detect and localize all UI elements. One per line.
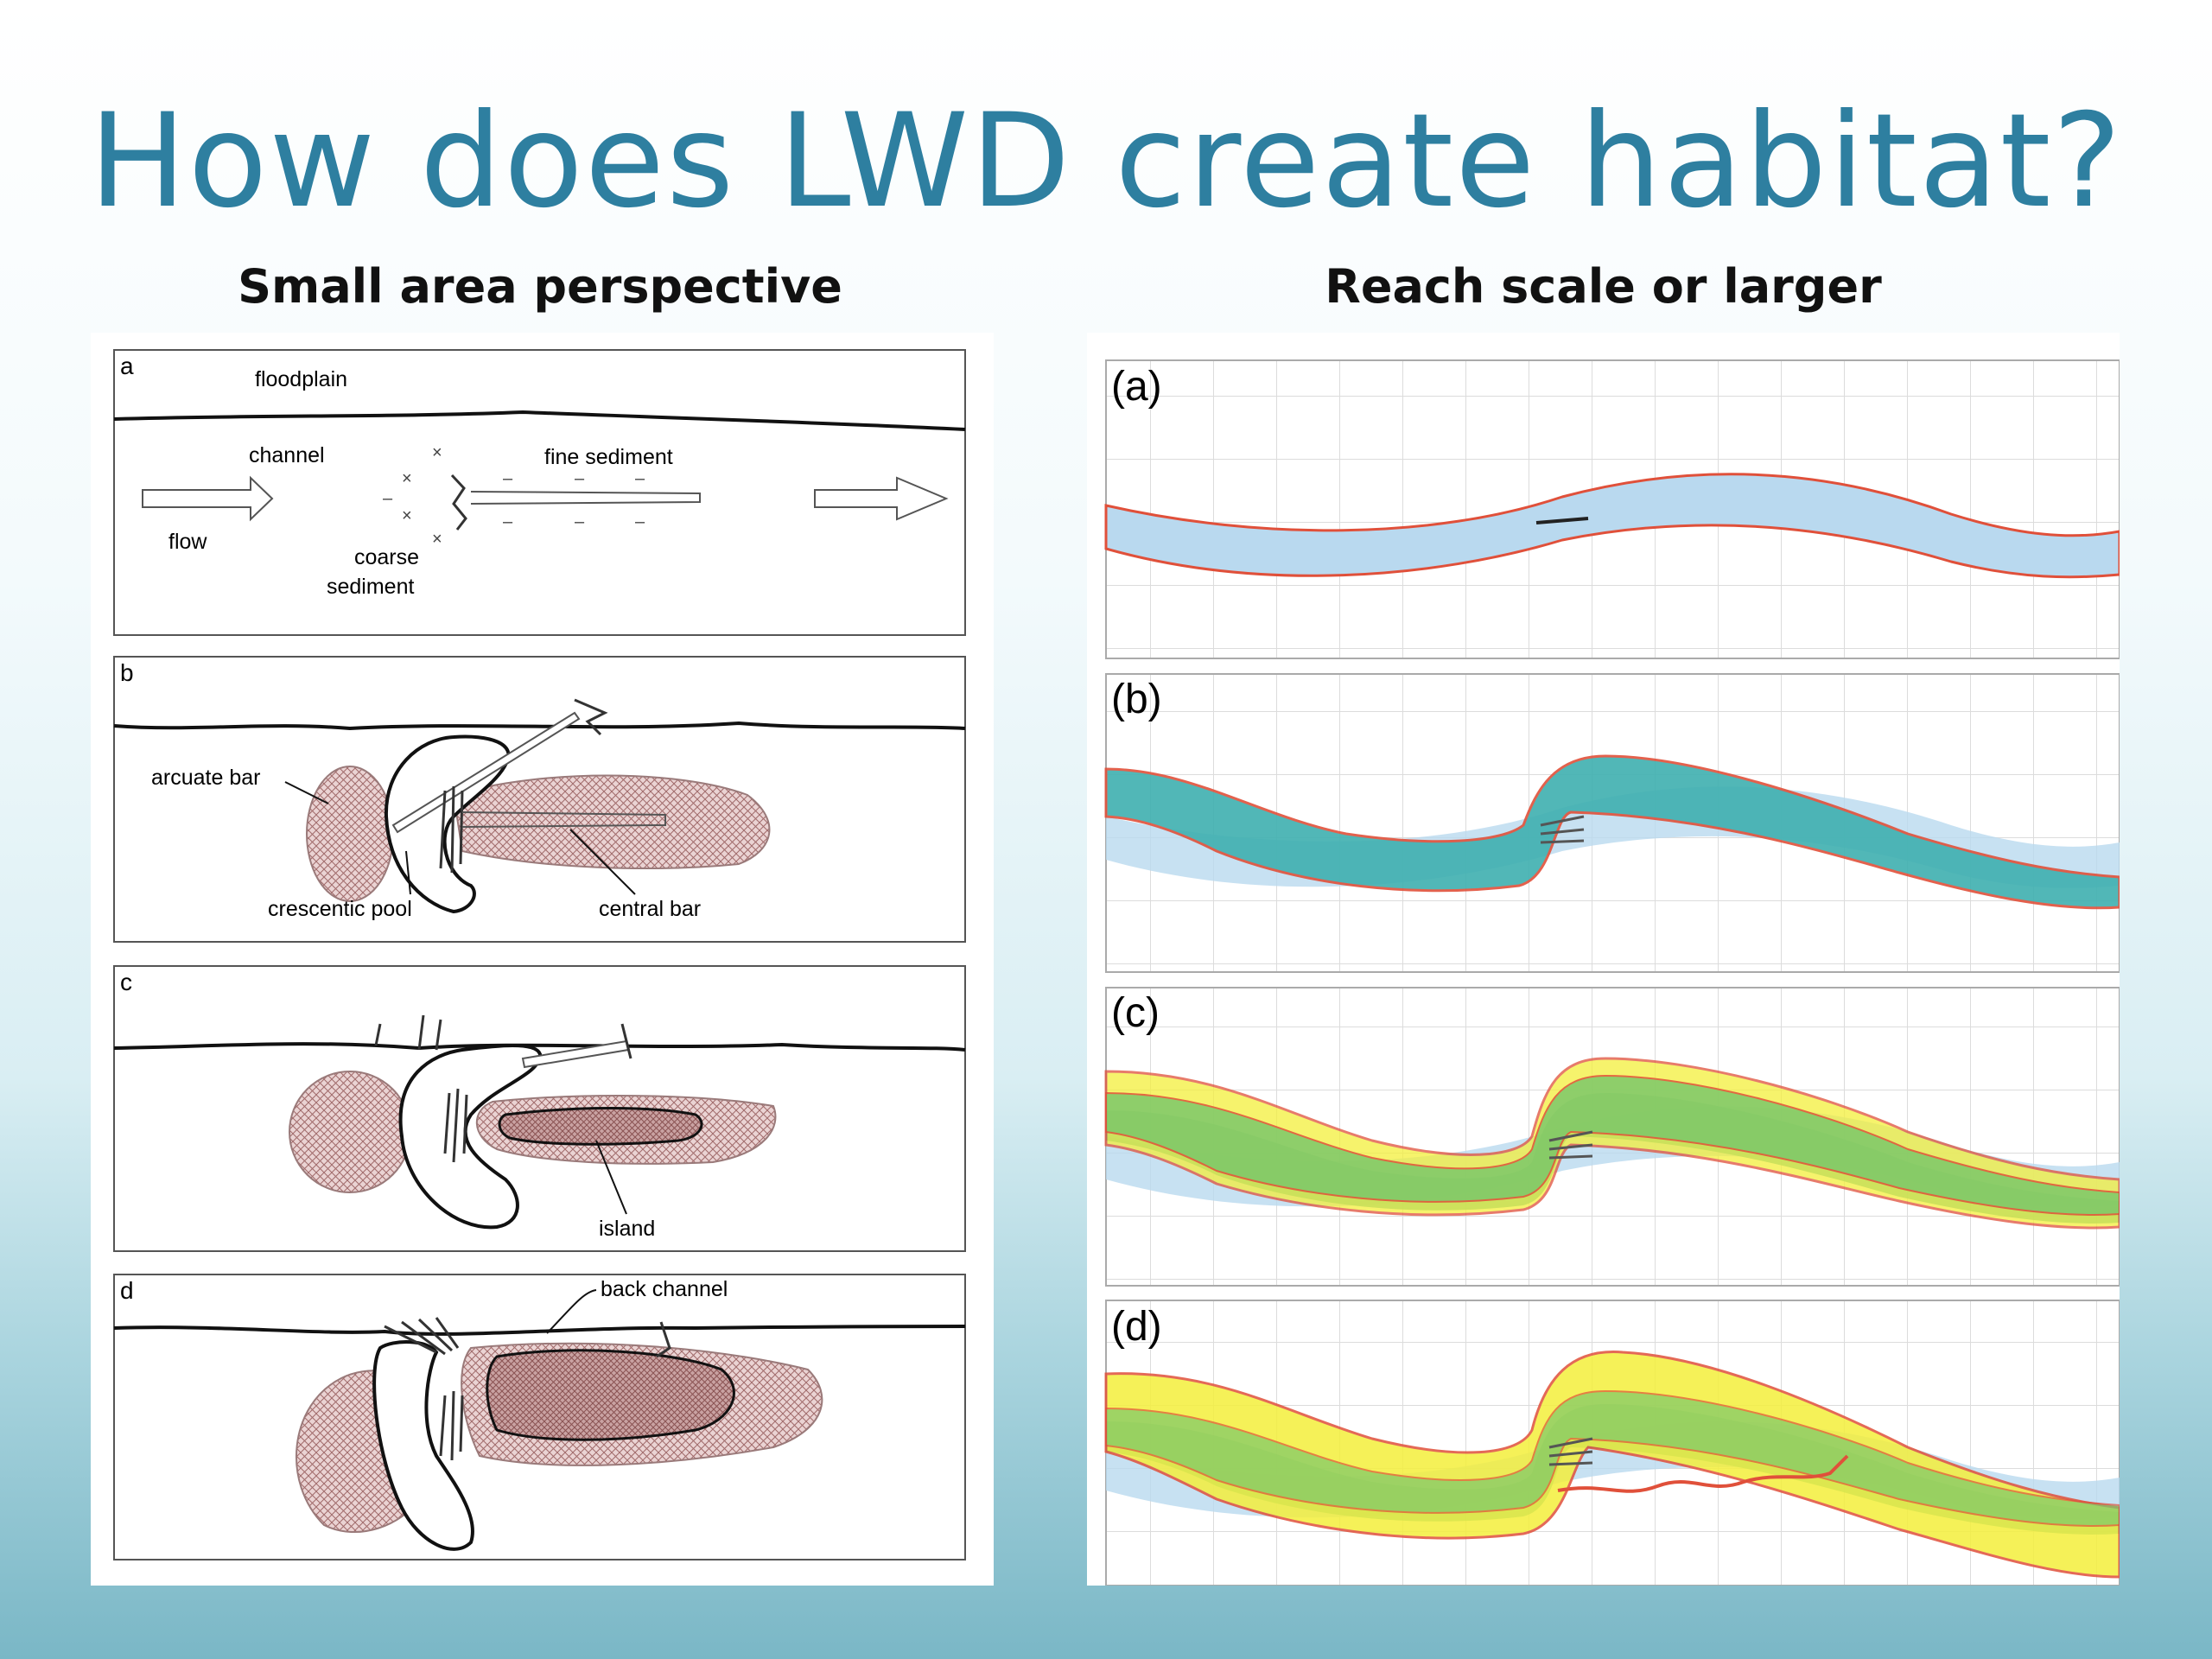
bank-c [113, 1042, 966, 1052]
reach-panel-b: (b) [1104, 673, 2121, 973]
panel-a: a floodplain channel fine sediment flow … [113, 349, 966, 636]
svg-text:–: – [635, 512, 645, 531]
reach-panel-d-letter: (d) [1111, 1304, 1162, 1350]
log-a [470, 491, 701, 505]
svg-text:–: – [383, 489, 393, 508]
svg-text:×: × [432, 443, 442, 462]
small-area-figure: a floodplain channel fine sediment flow … [91, 333, 994, 1586]
floodplain-bank [113, 410, 966, 431]
left-heading: Small area perspective [238, 259, 842, 314]
crescentic-pool-label: crescentic pool [268, 897, 412, 921]
island-shape [498, 1107, 703, 1146]
panel-c: c island [113, 965, 966, 1252]
reach-panel-a: (a) [1104, 359, 2121, 659]
sediment-label: sediment [327, 575, 414, 599]
panel-d-letter: d [120, 1277, 134, 1304]
fine-sediment-label: fine sediment [544, 445, 673, 469]
right-heading: Reach scale or larger [1325, 259, 1882, 314]
svg-text:–: – [635, 469, 645, 488]
rootwad-b [574, 698, 608, 736]
slide-title: How does LWD create habitat? [88, 86, 2124, 237]
panel-b: b arcuate bar crescentic pool central ba… [113, 656, 966, 943]
bank-d [113, 1325, 966, 1336]
svg-text:×: × [402, 469, 412, 488]
reach-panel-b-letter: (b) [1111, 677, 1162, 722]
svg-text:–: – [575, 469, 585, 488]
flow-arrow-left [142, 475, 274, 522]
arcuate-bar-shape [306, 766, 394, 902]
reach-scale-svg: (a) (b) (c) (d) [1104, 359, 2121, 1586]
svg-text:×: × [432, 530, 442, 549]
coarse-label: coarse [354, 545, 419, 569]
central-bar-label: central bar [599, 897, 701, 921]
reach-panel-a-letter: (a) [1111, 364, 1162, 410]
reach-scale-figure: (a) (b) (c) (d) [1087, 333, 2121, 1586]
island-d [486, 1349, 735, 1441]
svg-text:–: – [575, 512, 585, 531]
panel-d: d back channel [113, 1274, 966, 1560]
reach-panel-c: (c) [1104, 987, 2121, 1287]
rootwad-a [450, 474, 467, 531]
arcuate-bar-c [289, 1071, 411, 1193]
svg-text:–: – [503, 512, 513, 531]
panel-a-letter: a [120, 353, 134, 379]
svg-text:–: – [503, 469, 513, 488]
panel-c-letter: c [120, 969, 132, 995]
floodplain-label: floodplain [255, 367, 347, 391]
river-c-green [1105, 1074, 2120, 1216]
reach-panel-d: (d) [1104, 1300, 2121, 1586]
small-area-svg: a floodplain channel fine sediment flow … [113, 349, 966, 1560]
log-b [391, 711, 581, 834]
pool-c [398, 1044, 543, 1230]
flow-label: flow [168, 530, 207, 554]
back-channel-path [1557, 1454, 1849, 1493]
island-label: island [599, 1217, 655, 1241]
back-channel-label: back channel [601, 1277, 728, 1301]
central-bar-shape [452, 774, 771, 869]
panel-b-letter: b [120, 659, 134, 686]
bank-b [113, 721, 966, 731]
logjam-b [439, 785, 464, 874]
svg-text:×: × [402, 506, 412, 525]
channel-label: channel [249, 443, 325, 467]
reach-panel-c-letter: (c) [1111, 990, 1160, 1036]
flow-arrow-right [814, 476, 949, 521]
arcuate-bar-label: arcuate bar [151, 766, 260, 790]
